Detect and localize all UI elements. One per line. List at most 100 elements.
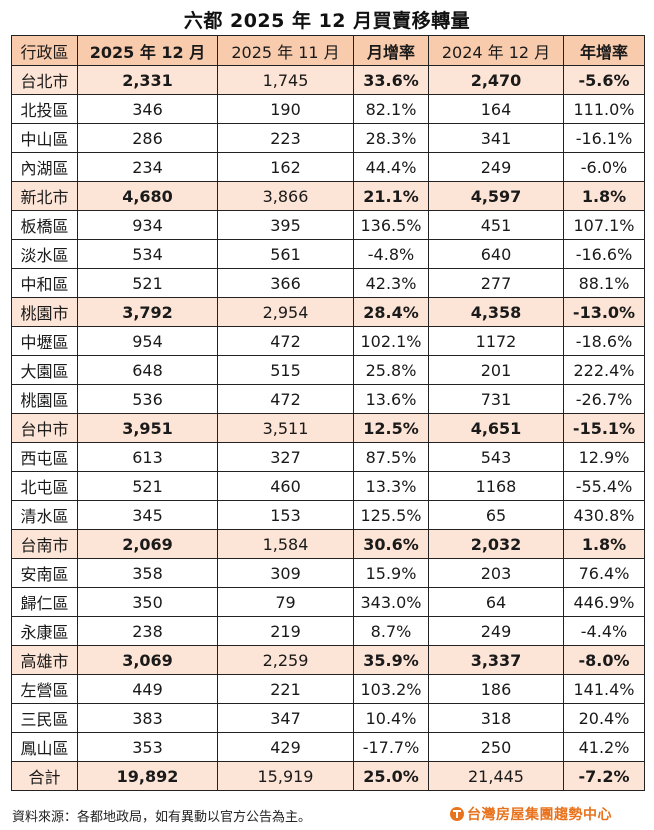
- yoy-rate: -4.4%: [563, 616, 645, 646]
- nov-2025-value: 153: [217, 500, 354, 530]
- total-row: 合計 19,892 15,919 25.0% 21,445 -7.2%: [11, 761, 645, 791]
- mom-rate: 28.3%: [353, 123, 429, 153]
- header-dec-2024: 2024 年 12 月: [428, 35, 564, 66]
- nov-2025-value: 2,954: [217, 297, 354, 327]
- dec-2025-value: 534: [77, 239, 218, 269]
- nov-2025-value: 2,259: [217, 645, 354, 675]
- district-name: 中和區: [11, 268, 78, 298]
- nov-2025-value: 347: [217, 703, 354, 733]
- dec-2024-value: 249: [428, 616, 564, 646]
- dec-2025-value: 358: [77, 558, 218, 588]
- brand-logo: 台灣房屋集團趨勢中心: [450, 804, 612, 824]
- dec-2024-value: 4,651: [428, 413, 564, 443]
- mom-rate: 15.9%: [353, 558, 429, 588]
- yoy-rate: 141.4%: [563, 674, 645, 704]
- dec-2024-value: 277: [428, 268, 564, 298]
- table-row: 永康區 238 219 8.7% 249 -4.4%: [11, 616, 645, 646]
- district-name: 高雄市: [11, 645, 78, 675]
- city-row: 高雄市 3,069 2,259 35.9% 3,337 -8.0%: [11, 645, 645, 675]
- mom-rate: -17.7%: [353, 732, 429, 762]
- yoy-rate: 76.4%: [563, 558, 645, 588]
- header-district: 行政區: [11, 35, 78, 66]
- mom-rate: 21.1%: [353, 181, 429, 211]
- mom-rate: 13.6%: [353, 384, 429, 414]
- district-name: 安南區: [11, 558, 78, 588]
- nov-2025-value: 561: [217, 239, 354, 269]
- brand-name: 台灣房屋集團趨勢中心: [467, 807, 612, 823]
- city-row: 新北市 4,680 3,866 21.1% 4,597 1.8%: [11, 181, 645, 211]
- yoy-rate: -55.4%: [563, 471, 645, 501]
- dec-2025-value: 350: [77, 587, 218, 617]
- dec-2024-value: 250: [428, 732, 564, 762]
- mom-rate: 103.2%: [353, 674, 429, 704]
- mom-rate: 136.5%: [353, 210, 429, 240]
- dec-2025-value: 613: [77, 442, 218, 472]
- nov-2025-value: 219: [217, 616, 354, 646]
- nov-2025-value: 79: [217, 587, 354, 617]
- dec-2024-value: 640: [428, 239, 564, 269]
- header-nov-2025: 2025 年 11 月: [217, 35, 354, 66]
- dec-2025-value: 353: [77, 732, 218, 762]
- mom-rate: 12.5%: [353, 413, 429, 443]
- table-row: 西屯區 613 327 87.5% 543 12.9%: [11, 442, 645, 472]
- yoy-rate: 107.1%: [563, 210, 645, 240]
- header-row: 行政區 2025 年 12 月 2025 年 11 月 月增率 2024 年 1…: [11, 35, 645, 66]
- dec-2024-value: 164: [428, 94, 564, 124]
- yoy-rate: 20.4%: [563, 703, 645, 733]
- transfer-volume-table: 行政區 2025 年 12 月 2025 年 11 月 月增率 2024 年 1…: [11, 35, 645, 791]
- dec-2025-value: 3,069: [77, 645, 218, 675]
- nov-2025-value: 221: [217, 674, 354, 704]
- dec-2025-value: 234: [77, 152, 218, 182]
- table-row: 北屯區 521 460 13.3% 1168 -55.4%: [11, 471, 645, 501]
- dec-2025-value: 954: [77, 326, 218, 356]
- city-row: 台南市 2,069 1,584 30.6% 2,032 1.8%: [11, 529, 645, 559]
- dec-2024-value: 201: [428, 355, 564, 385]
- mom-rate: 10.4%: [353, 703, 429, 733]
- dec-2025-value: 536: [77, 384, 218, 414]
- table-row: 淡水區 534 561 -4.8% 640 -16.6%: [11, 239, 645, 269]
- dec-2024-value: 203: [428, 558, 564, 588]
- table-row: 歸仁區 350 79 343.0% 64 446.9%: [11, 587, 645, 617]
- district-name: 桃園市: [11, 297, 78, 327]
- yoy-rate: 1.8%: [563, 181, 645, 211]
- dec-2025-value: 2,331: [77, 65, 218, 95]
- mom-rate: 35.9%: [353, 645, 429, 675]
- mom-rate: 82.1%: [353, 94, 429, 124]
- table-row: 清水區 345 153 125.5% 65 430.8%: [11, 500, 645, 530]
- yoy-rate: -18.6%: [563, 326, 645, 356]
- nov-2025-value: 190: [217, 94, 354, 124]
- nov-2025-value: 472: [217, 384, 354, 414]
- dec-2025-value: 521: [77, 471, 218, 501]
- dec-2024-value: 4,597: [428, 181, 564, 211]
- taiwan-realty-logo-icon: [450, 807, 464, 821]
- dec-2025-value: 449: [77, 674, 218, 704]
- nov-2025-value: 309: [217, 558, 354, 588]
- yoy-rate: 12.9%: [563, 442, 645, 472]
- nov-2025-value: 223: [217, 123, 354, 153]
- yoy-rate: -6.0%: [563, 152, 645, 182]
- mom-rate: 8.7%: [353, 616, 429, 646]
- yoy-rate: -16.6%: [563, 239, 645, 269]
- table-row: 左營區 449 221 103.2% 186 141.4%: [11, 674, 645, 704]
- yoy-rate: 446.9%: [563, 587, 645, 617]
- yoy-rate: -13.0%: [563, 297, 645, 327]
- dec-2025-value: 346: [77, 94, 218, 124]
- dec-2024-value: 4,358: [428, 297, 564, 327]
- district-name: 台南市: [11, 529, 78, 559]
- district-name: 清水區: [11, 500, 78, 530]
- mom-rate: 87.5%: [353, 442, 429, 472]
- district-name: 台北市: [11, 65, 78, 95]
- dec-2025-value: 2,069: [77, 529, 218, 559]
- dec-2025-value: 3,951: [77, 413, 218, 443]
- mom-rate: 44.4%: [353, 152, 429, 182]
- table-row: 桃園區 536 472 13.6% 731 -26.7%: [11, 384, 645, 414]
- header-dec-2025: 2025 年 12 月: [77, 35, 218, 66]
- table-row: 鳳山區 353 429 -17.7% 250 41.2%: [11, 732, 645, 762]
- mom-rate: 25.0%: [353, 761, 429, 791]
- mom-rate: 30.6%: [353, 529, 429, 559]
- district-name: 永康區: [11, 616, 78, 646]
- yoy-rate: 41.2%: [563, 732, 645, 762]
- dec-2025-value: 3,792: [77, 297, 218, 327]
- district-name: 北屯區: [11, 471, 78, 501]
- dec-2024-value: 2,032: [428, 529, 564, 559]
